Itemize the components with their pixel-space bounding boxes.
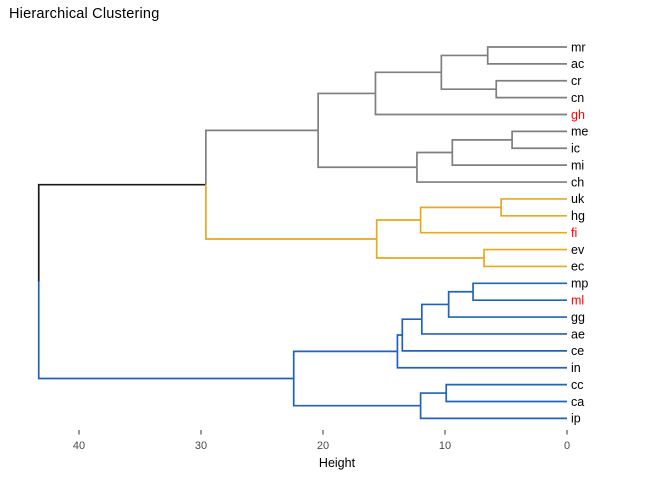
- branch: [440, 54, 488, 73]
- branch: [500, 207, 567, 217]
- leaf-label-mi: mi: [571, 158, 584, 172]
- branch: [401, 318, 422, 336]
- branch: [495, 89, 567, 99]
- branch: [419, 206, 502, 221]
- leaf-label-gh: gh: [571, 108, 585, 122]
- leaf-label-ec: ec: [571, 260, 584, 274]
- leaf-label-uk: uk: [571, 192, 585, 206]
- leaf-label-mr: mr: [571, 40, 586, 54]
- x-axis-tick-label: 40: [73, 440, 85, 452]
- branch: [445, 393, 567, 403]
- branch: [317, 92, 376, 131]
- leaf-label-ml: ml: [571, 294, 584, 308]
- leaf-label-cc: cc: [571, 378, 584, 392]
- branch: [37, 281, 294, 380]
- leaf-label-ce: ce: [571, 344, 584, 358]
- branch: [483, 258, 567, 268]
- branch: [416, 167, 567, 183]
- branch: [486, 46, 567, 56]
- branch: [375, 219, 421, 240]
- chart-title: Hierarchical Clustering: [9, 6, 160, 22]
- branch: [440, 72, 497, 91]
- branch: [374, 71, 442, 94]
- branch: [500, 198, 567, 208]
- branch: [205, 184, 377, 240]
- leaf-label-cn: cn: [571, 91, 584, 105]
- leaf-label-ic: ic: [571, 142, 580, 156]
- branch: [317, 130, 417, 169]
- branch: [483, 248, 567, 258]
- branch: [451, 138, 513, 153]
- branch: [205, 129, 319, 185]
- branch: [375, 239, 485, 259]
- branch: [472, 282, 567, 292]
- leaf-label-ev: ev: [571, 243, 585, 257]
- leaf-label-gg: gg: [571, 310, 585, 324]
- branch: [445, 383, 567, 394]
- x-axis-tick-label: 30: [195, 440, 207, 452]
- branch: [292, 378, 421, 407]
- x-axis-tick-label: 10: [439, 440, 451, 452]
- branch: [419, 392, 447, 406]
- branch: [447, 304, 567, 318]
- leaf-label-ip: ip: [571, 412, 581, 426]
- leaf-label-ca: ca: [571, 395, 584, 409]
- branch: [396, 334, 403, 352]
- leaf-label-ae: ae: [571, 327, 585, 341]
- branch: [419, 405, 567, 420]
- x-axis-title: Height: [319, 456, 356, 470]
- branch: [472, 291, 567, 302]
- branch: [486, 55, 567, 65]
- branch: [420, 319, 567, 335]
- leaf-label-hg: hg: [571, 209, 585, 223]
- branch: [396, 351, 567, 369]
- leaf-label-in: in: [571, 361, 581, 375]
- leaf-labels: mr ac cr cn gh me ic mi ch uk hg fi ev ec mp ml gg ae ce in…: [571, 40, 588, 425]
- branch: [511, 139, 567, 150]
- leaf-label-ac: ac: [571, 57, 584, 71]
- branch: [451, 152, 567, 167]
- branch: [416, 151, 453, 168]
- branch: [511, 130, 567, 140]
- x-axis: Height 40 30 20 10 0: [73, 430, 570, 470]
- leaf-label-ch: ch: [571, 175, 584, 189]
- leaf-label-me: me: [571, 125, 588, 139]
- branch: [495, 79, 567, 90]
- leaf-label-mp: mp: [571, 277, 588, 291]
- dendrogram-branches: [37, 46, 567, 420]
- branch: [292, 350, 398, 379]
- x-axis-tick-label: 0: [564, 440, 570, 452]
- branch: [374, 93, 567, 116]
- leaf-label-fi: fi: [571, 226, 577, 240]
- branch: [401, 335, 567, 352]
- branch: [37, 183, 206, 282]
- leaf-label-cr: cr: [571, 74, 581, 88]
- branch: [419, 220, 567, 234]
- branch: [447, 290, 474, 305]
- x-axis-tick-label: 20: [317, 440, 329, 452]
- branch: [420, 303, 449, 320]
